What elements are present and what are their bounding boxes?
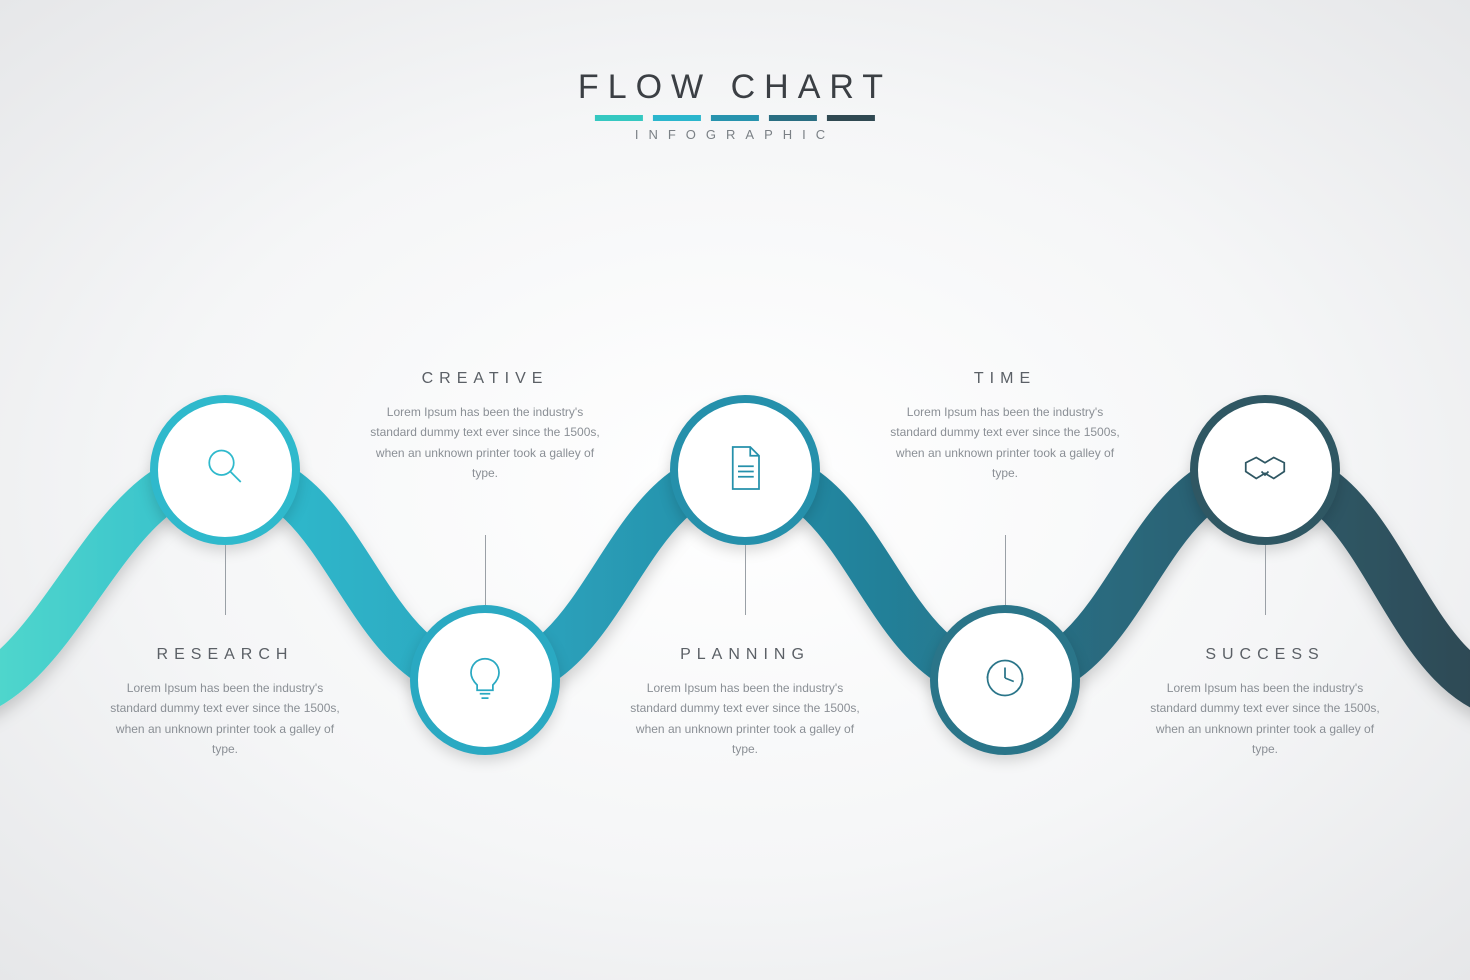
step-body: Lorem Ipsum has been the industry's stan… — [630, 678, 860, 760]
step-label: RESEARCH — [110, 646, 340, 664]
step-label: TIME — [890, 370, 1120, 388]
step-body: Lorem Ipsum has been the industry's stan… — [890, 402, 1120, 484]
connector-line — [745, 545, 746, 615]
connector-line — [225, 545, 226, 615]
step-research-text: RESEARCH Lorem Ipsum has been the indust… — [110, 646, 340, 760]
node-creative — [410, 605, 560, 755]
connector-line — [485, 535, 486, 605]
step-body: Lorem Ipsum has been the industry's stan… — [110, 678, 340, 760]
node-success — [1190, 395, 1340, 545]
node-planning — [670, 395, 820, 545]
connector-line — [1265, 545, 1266, 615]
step-label: SUCCESS — [1150, 646, 1380, 664]
step-label: CREATIVE — [370, 370, 600, 388]
bulb-icon — [457, 650, 513, 711]
connector-line — [1005, 535, 1006, 605]
step-body: Lorem Ipsum has been the industry's stan… — [1150, 678, 1380, 760]
step-creative-text: CREATIVE Lorem Ipsum has been the indust… — [370, 370, 600, 484]
step-body: Lorem Ipsum has been the industry's stan… — [370, 402, 600, 484]
handshake-icon — [1237, 440, 1293, 501]
node-time — [930, 605, 1080, 755]
step-success-text: SUCCESS Lorem Ipsum has been the industr… — [1150, 646, 1380, 760]
clock-icon — [977, 650, 1033, 711]
step-planning-text: PLANNING Lorem Ipsum has been the indust… — [630, 646, 860, 760]
step-label: PLANNING — [630, 646, 860, 664]
document-icon — [717, 440, 773, 501]
node-research — [150, 395, 300, 545]
step-time-text: TIME Lorem Ipsum has been the industry's… — [890, 370, 1120, 484]
magnifier-icon — [197, 440, 253, 501]
